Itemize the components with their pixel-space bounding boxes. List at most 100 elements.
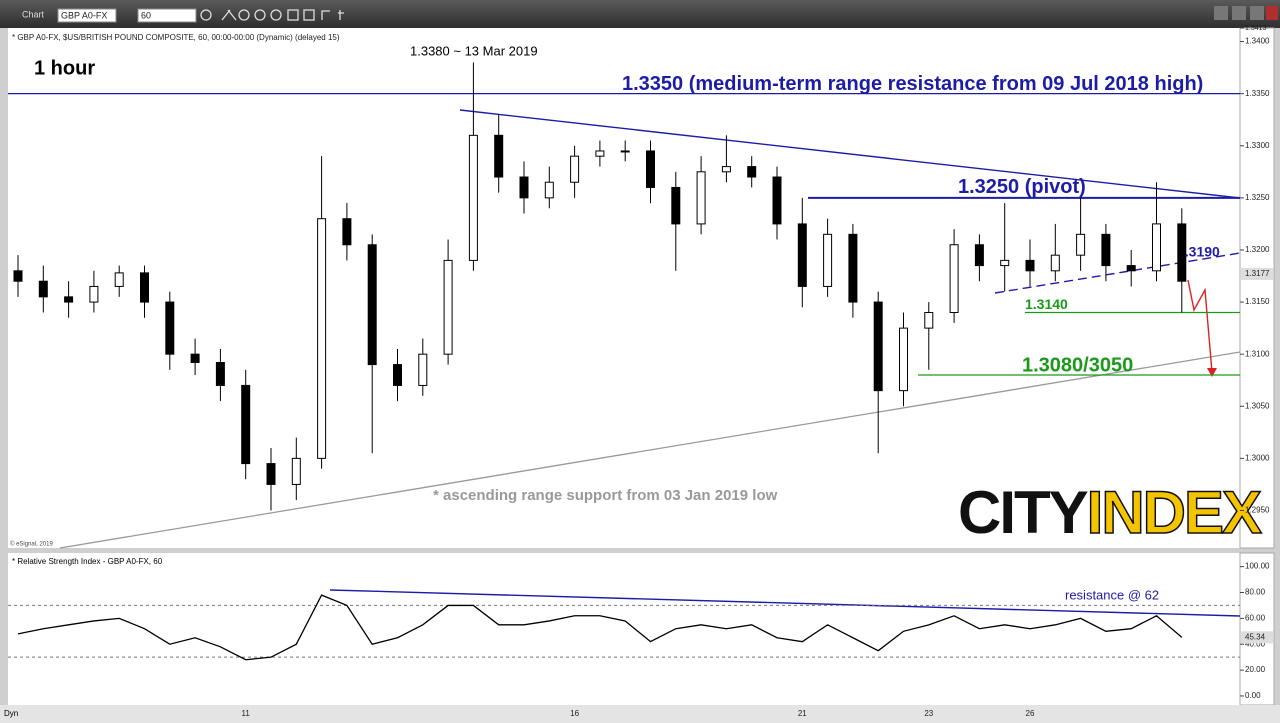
credit: © eSignal, 2019 xyxy=(10,541,53,548)
rsi-annotation: resistance @ 62 xyxy=(1065,587,1159,602)
y-tick-label: 20.00 xyxy=(1245,665,1266,674)
candle-body xyxy=(1152,223,1161,272)
rsi-trendline xyxy=(329,589,1241,617)
candle-body xyxy=(291,457,301,485)
candle-body xyxy=(266,463,276,485)
candle-body xyxy=(165,301,175,355)
candle-body xyxy=(595,150,605,157)
candle-body xyxy=(797,223,807,287)
y-tick-label: 1.3100 xyxy=(1245,349,1270,358)
candle-body xyxy=(671,186,681,225)
ascending-support xyxy=(59,351,1241,549)
down-trendline xyxy=(459,109,1241,199)
candle-body xyxy=(1101,233,1111,267)
y-tick-label: 1.3413 xyxy=(1245,25,1267,32)
y-tick-label: 1.3400 xyxy=(1245,37,1270,46)
x-tick-label: 23 xyxy=(924,709,933,718)
candle-body xyxy=(823,233,833,287)
y-tick-label: 100.00 xyxy=(1245,562,1270,571)
timeframe: 1 hour xyxy=(34,57,95,79)
rsi-last-label: 45.34 xyxy=(1245,632,1266,641)
price-title: * GBP A0-FX, $US/BRITISH POUND COMPOSITE… xyxy=(12,33,340,42)
logo: CITYINDEX xyxy=(958,479,1262,546)
rsi-panel xyxy=(8,553,1240,705)
candle-body xyxy=(443,259,453,355)
candle-body xyxy=(367,244,377,366)
candle-body xyxy=(873,301,883,392)
level-label: 1.3080/3050 xyxy=(1022,354,1133,376)
candle-body xyxy=(190,353,200,364)
y-tick-label: 1.3250 xyxy=(1245,193,1270,202)
dyn-label: Dyn xyxy=(4,709,18,718)
candle-body xyxy=(342,218,352,246)
y-tick-label: 1.3300 xyxy=(1245,141,1270,150)
candle-body xyxy=(620,150,630,153)
candle-body xyxy=(544,181,554,199)
rsi-title: * Relative Strength Index - GBP A0-FX, 6… xyxy=(12,557,163,566)
y-tick-label: 1.3050 xyxy=(1245,401,1270,410)
candle-body xyxy=(949,244,959,313)
candle-body xyxy=(646,150,655,188)
level-label: 1.3250 (pivot) xyxy=(958,176,1086,198)
candle-body xyxy=(519,176,529,199)
level-label: 1.3140 xyxy=(1025,296,1068,312)
last-price-box xyxy=(1241,267,1273,280)
x-tick-label: 26 xyxy=(1026,709,1035,718)
candle-body xyxy=(64,296,74,303)
y-tick-label: 1.3350 xyxy=(1245,89,1270,98)
y-tick-label: 80.00 xyxy=(1245,588,1266,597)
toolbar-icons[interactable] xyxy=(200,9,344,21)
arrow-head xyxy=(1207,368,1217,377)
candle-body xyxy=(1000,259,1010,267)
candle-body xyxy=(974,244,984,267)
x-tick-label: 21 xyxy=(798,709,807,718)
x-tick-label: 16 xyxy=(570,709,579,718)
price-panel xyxy=(8,28,1240,548)
support-note: * ascending range support from 03 Jan 20… xyxy=(433,487,778,504)
y-tick-label: 1.3000 xyxy=(1245,453,1270,462)
logo-index: INDEX xyxy=(1087,479,1262,546)
logo-city: CITY xyxy=(958,479,1089,546)
projection-arrow xyxy=(1187,279,1213,373)
candle-body xyxy=(317,218,327,459)
candle-body xyxy=(696,171,706,225)
candle-body xyxy=(140,272,149,303)
candle-body xyxy=(1177,223,1187,282)
candle-body xyxy=(393,364,402,386)
last-price: 1.3177 xyxy=(1245,269,1270,278)
candle-body xyxy=(38,280,48,298)
candle-body xyxy=(772,176,782,225)
candle-body xyxy=(468,134,478,261)
symbol-box[interactable] xyxy=(57,8,117,23)
rsi-line xyxy=(17,594,1183,661)
candle-body xyxy=(89,285,99,303)
candle-body xyxy=(924,311,934,329)
time-axis xyxy=(0,705,1280,723)
y-tick-label: 1.2950 xyxy=(1245,506,1270,515)
candle-body xyxy=(899,327,908,392)
x-tick-label: 11 xyxy=(242,709,251,718)
interval-box[interactable] xyxy=(137,8,197,23)
chart-tab[interactable]: Chart xyxy=(22,9,45,19)
symbol[interactable]: GBP A0-FX xyxy=(61,10,107,20)
y-tick-label: 1.3150 xyxy=(1245,297,1270,306)
rsi-axis xyxy=(1239,552,1275,706)
window-buttons[interactable] xyxy=(1214,6,1278,20)
candle-body xyxy=(1025,259,1035,272)
candle-body xyxy=(13,270,23,282)
y-tick-label: 60.00 xyxy=(1245,613,1266,622)
candle-body xyxy=(494,134,504,178)
candle-body xyxy=(241,384,251,465)
y-tick-label: 0.00 xyxy=(1245,691,1261,700)
candle-body xyxy=(848,233,858,303)
candle-body xyxy=(418,353,428,386)
candle-body xyxy=(1050,254,1060,272)
rsi-last-box xyxy=(1241,631,1273,644)
candle-body xyxy=(570,155,580,183)
candle-body xyxy=(1076,233,1086,256)
y-tick-label: 1.3200 xyxy=(1245,245,1270,254)
price-axis xyxy=(1239,27,1275,549)
interval[interactable]: 60 xyxy=(141,10,151,20)
